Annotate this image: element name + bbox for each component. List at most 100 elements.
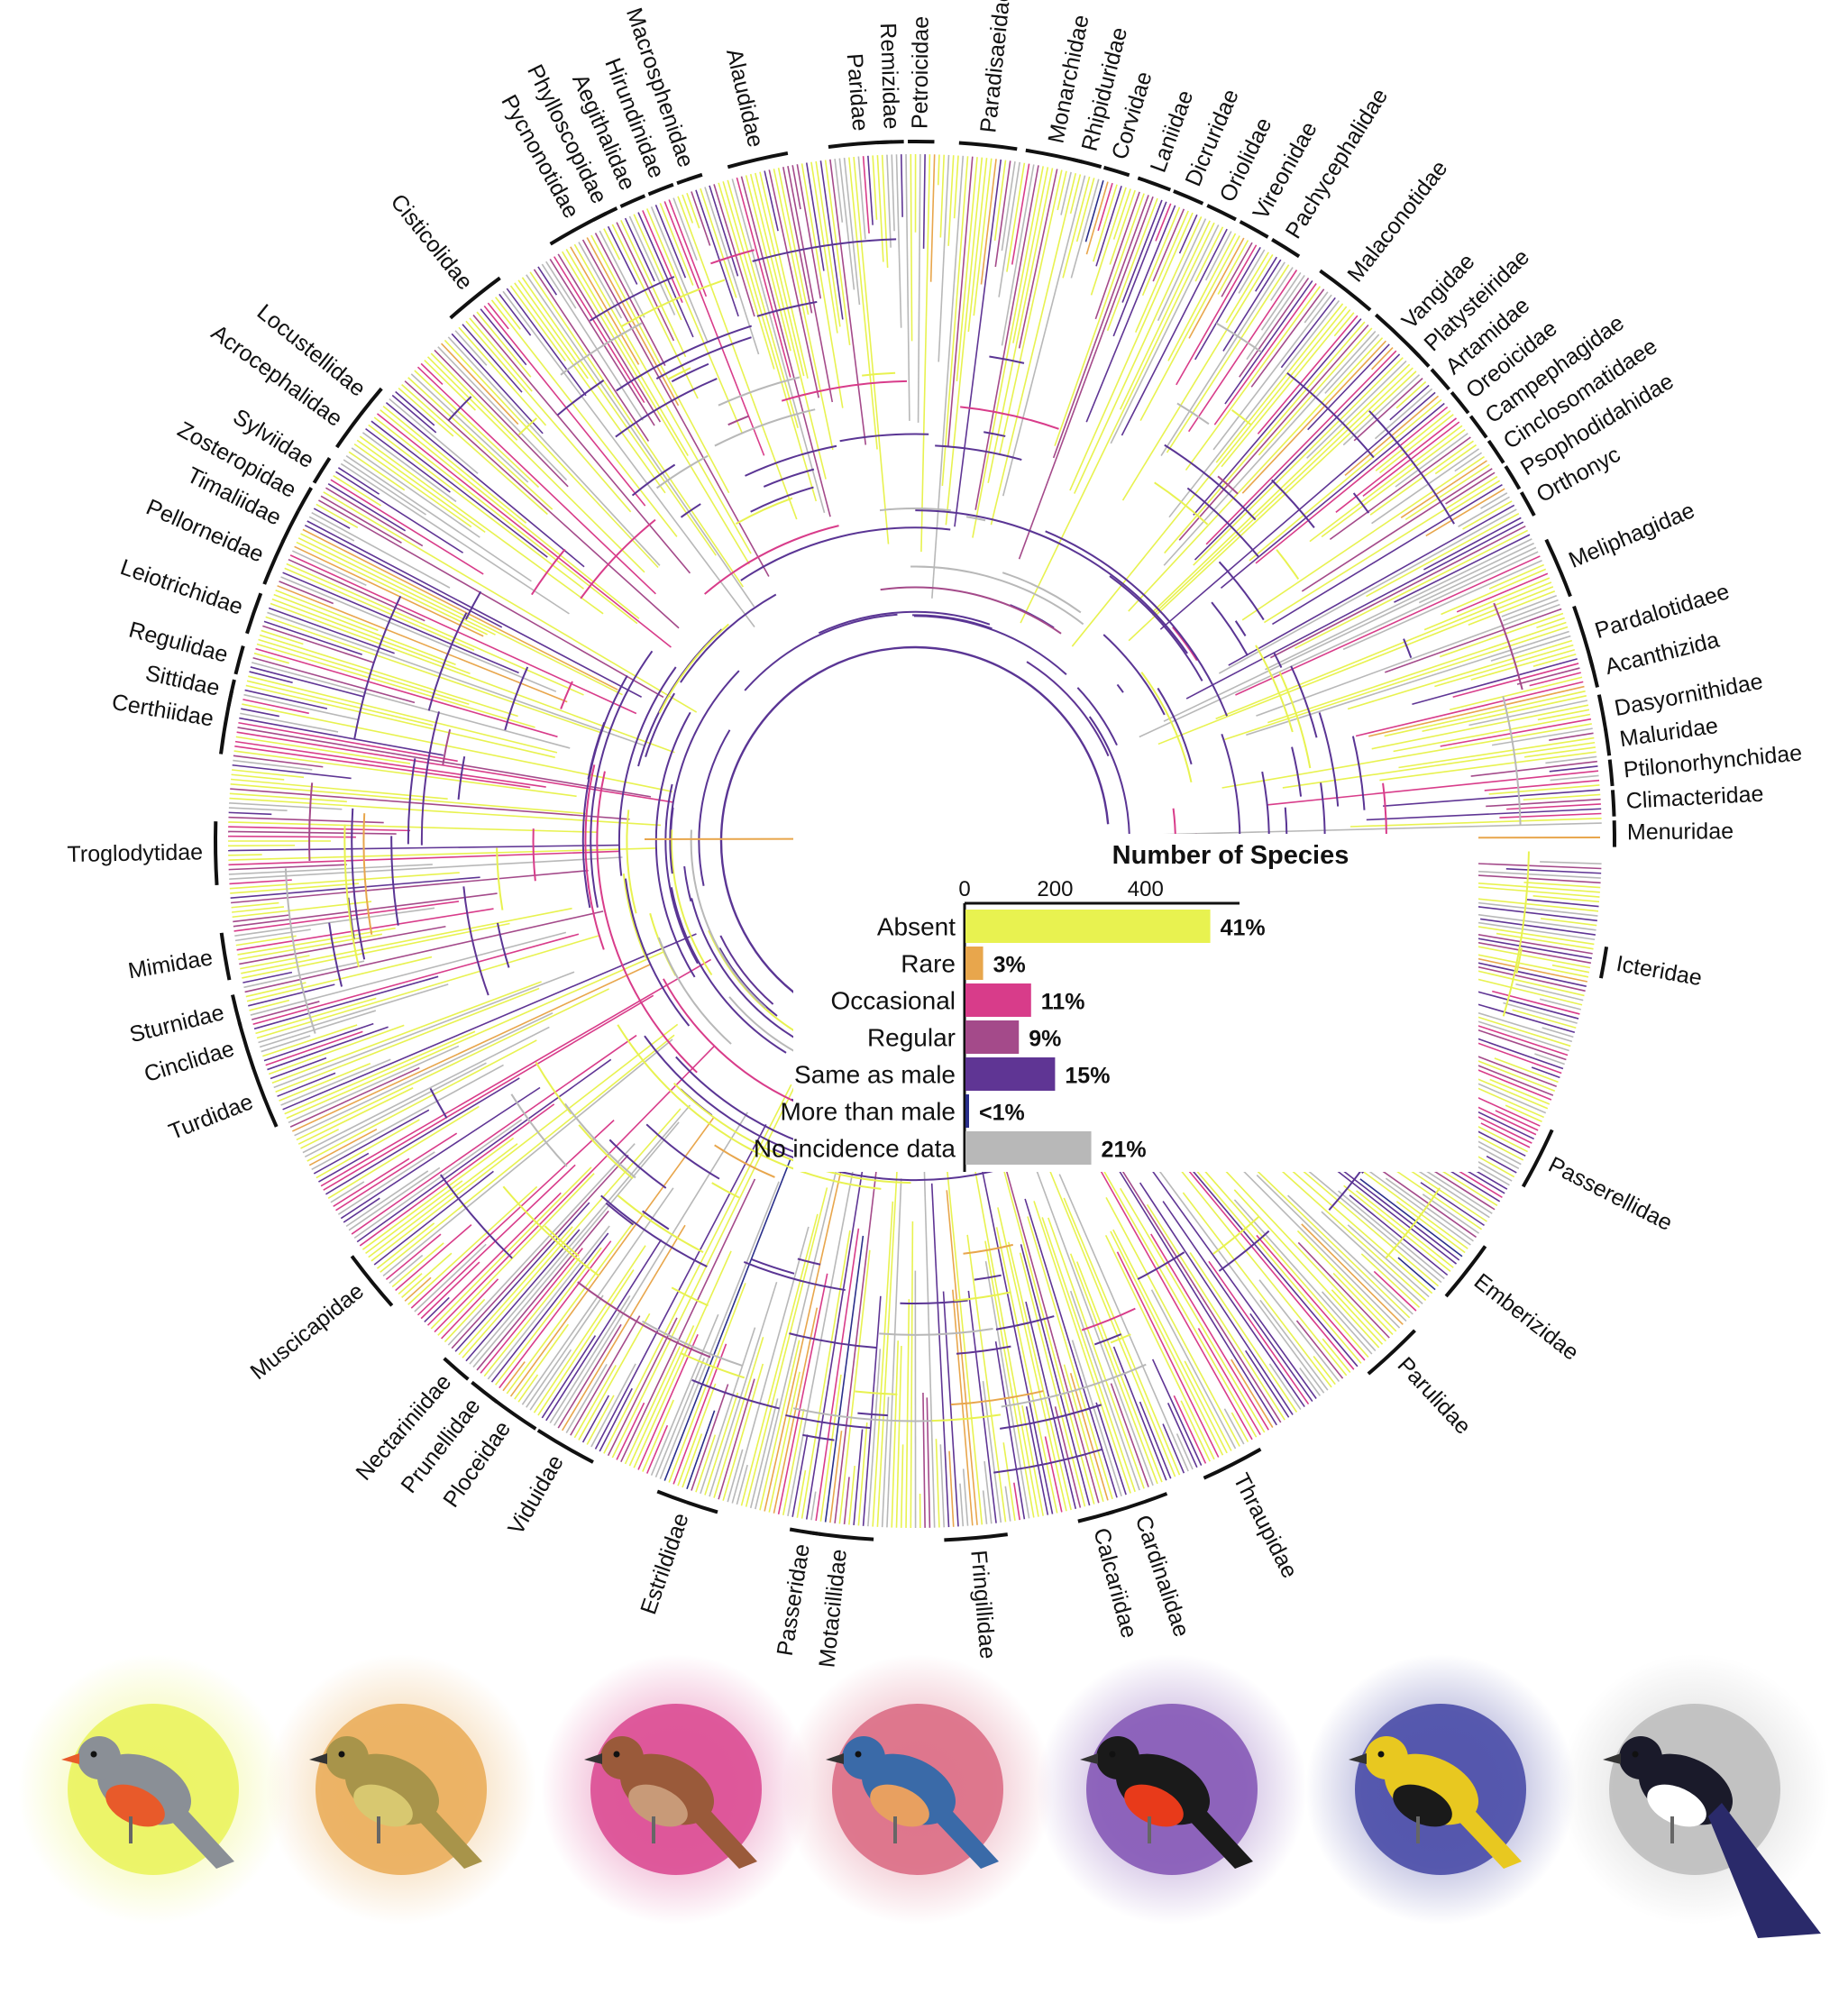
tree-branch <box>839 433 929 443</box>
tree-branch <box>517 279 589 380</box>
tree-branch <box>353 443 472 528</box>
tree-branch <box>262 625 374 663</box>
tree-branch <box>642 1399 674 1472</box>
tree-branch <box>920 154 931 553</box>
tree-branch <box>1167 233 1237 361</box>
tree-branch <box>249 671 293 684</box>
tree-branch <box>843 1477 850 1525</box>
tree-branch <box>235 736 411 764</box>
tree-branch <box>953 155 959 219</box>
family-label: Leiotrichidae <box>117 554 246 620</box>
tree-branch <box>1162 1201 1305 1408</box>
tree-branch <box>1178 324 1369 541</box>
tree-branch <box>291 550 367 587</box>
tree-branch <box>1001 164 1035 346</box>
tree-branch <box>458 326 547 426</box>
tree-branch <box>1054 1406 1082 1508</box>
tree-branch <box>668 1283 746 1483</box>
tree-branch <box>404 1276 432 1302</box>
tree-branch <box>502 290 755 627</box>
tree-branch <box>248 675 558 754</box>
tree-branch <box>263 620 362 655</box>
tree-branch <box>348 1166 441 1231</box>
family-label: Sturnidae <box>127 1000 227 1047</box>
tree-branch <box>1291 746 1303 797</box>
tree-branch <box>710 249 755 265</box>
tree-branch <box>230 788 630 820</box>
tree-branch <box>1256 603 1560 717</box>
tree-branch <box>1154 481 1209 526</box>
tree-branch <box>236 731 673 803</box>
tree-branch <box>228 850 621 866</box>
tree-branch <box>971 1150 1039 1517</box>
bird-illustrations <box>18 1654 1830 1938</box>
bird-tail <box>1454 1803 1522 1869</box>
tree-branch <box>1295 529 1528 650</box>
tree-branch <box>1515 947 1523 974</box>
tree-branch <box>993 1448 1103 1474</box>
tree-branch <box>1006 162 1026 272</box>
clade-bar <box>1203 1447 1262 1480</box>
tree-branch <box>642 1210 670 1230</box>
family-label: Maluridae <box>1618 713 1720 752</box>
tree-branch <box>594 233 666 366</box>
tree-branch <box>1109 575 1203 681</box>
tree-branch <box>1379 414 1454 474</box>
tree-branch <box>1069 1253 1158 1485</box>
tree-branch <box>797 1258 821 1266</box>
clade-bar <box>1102 165 1130 178</box>
bar-absent <box>965 910 1211 943</box>
tree-branch <box>537 266 558 296</box>
tree-branch <box>668 367 691 380</box>
tree-branch <box>434 349 569 488</box>
tree-branch <box>1085 205 1176 423</box>
tree-branch <box>1531 1066 1560 1079</box>
tree-branch <box>691 898 811 1047</box>
tree-branch <box>891 1340 900 1528</box>
tree-branch <box>231 773 285 781</box>
tree-branch <box>1069 212 1194 491</box>
tree-branch <box>1503 1002 1578 1024</box>
tree-branch <box>895 154 902 328</box>
tree-branch <box>1351 736 1366 810</box>
tree-branch <box>912 614 993 630</box>
tree-branch <box>1217 240 1249 295</box>
tree-branch <box>510 1093 568 1167</box>
clade-bar <box>449 276 501 320</box>
tree-branch <box>802 1433 835 1441</box>
tree-branch <box>1484 779 1600 791</box>
tree-branch <box>1355 681 1584 737</box>
tree-branch <box>698 729 731 886</box>
tree-branch <box>228 816 384 824</box>
tree-branch <box>1260 271 1302 331</box>
tree-branch <box>343 1197 380 1223</box>
tree-branch <box>946 1190 978 1525</box>
category-label: Same as male <box>794 1061 956 1089</box>
tree-branch <box>1099 1169 1253 1441</box>
tree-branch <box>1259 1299 1329 1391</box>
tree-branch <box>1321 1291 1377 1352</box>
tree-branch <box>1456 572 1549 613</box>
tree-branch <box>974 1274 1002 1281</box>
tree-branch <box>663 1158 791 1481</box>
tree-branch <box>727 1449 744 1503</box>
clade-bar <box>334 411 363 449</box>
tree-branch <box>819 160 844 320</box>
tree-branch <box>1368 410 1455 525</box>
tree-branch <box>876 155 884 262</box>
x-tick-label: 400 <box>1128 877 1164 901</box>
tree-branch <box>348 451 406 491</box>
tree-branch <box>280 576 557 692</box>
tree-branch <box>390 836 399 926</box>
tree-branch <box>533 1245 646 1413</box>
tree-branch <box>1496 932 1594 950</box>
tree-branch <box>1423 577 1551 631</box>
clade-bar <box>360 387 383 415</box>
tree-branch <box>1002 175 1086 497</box>
tree-branch <box>1218 561 1265 621</box>
tree-branch <box>1286 371 1375 459</box>
tree-branch <box>607 1317 678 1457</box>
tree-branch <box>1265 538 1532 671</box>
tree-branch <box>1246 630 1569 736</box>
tree-branch <box>242 699 309 715</box>
